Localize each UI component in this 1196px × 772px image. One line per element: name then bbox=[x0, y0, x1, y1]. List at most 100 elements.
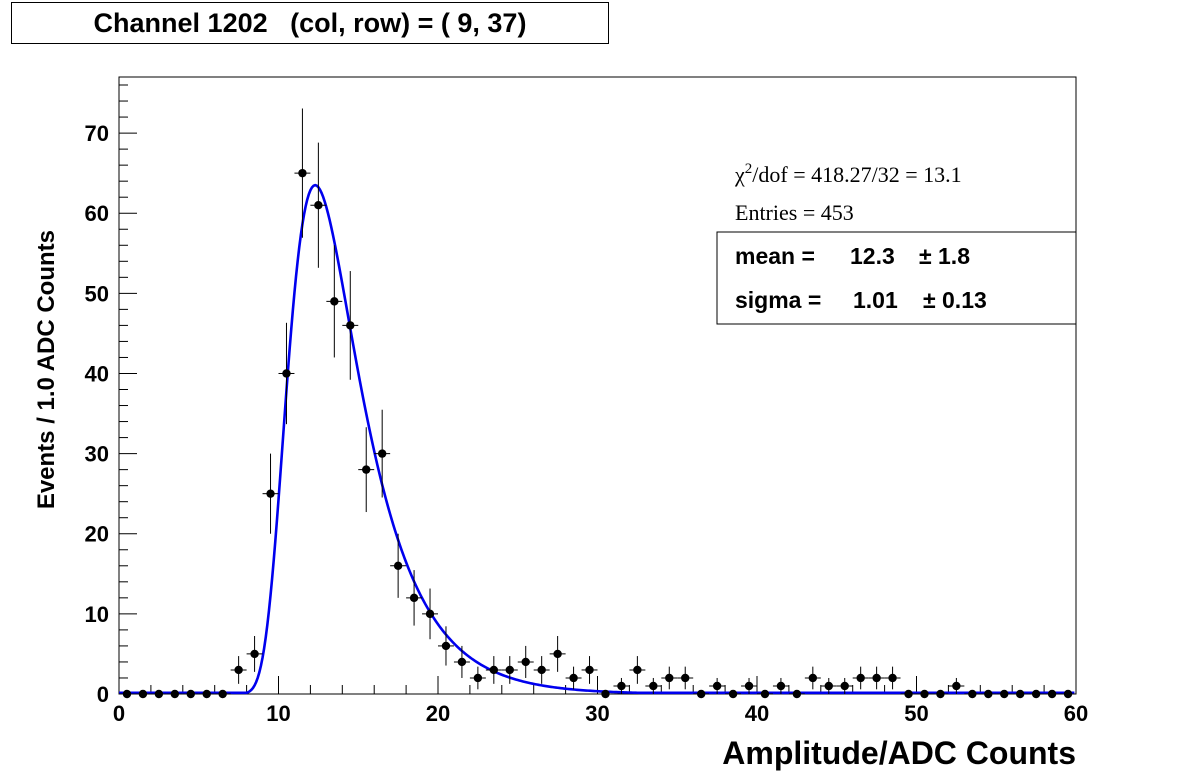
data-point bbox=[645, 677, 662, 694]
data-marker bbox=[984, 689, 993, 699]
x-axis-label: Amplitude/ADC Counts bbox=[722, 735, 1076, 771]
data-point bbox=[533, 656, 550, 684]
x-tick-label: 30 bbox=[585, 701, 609, 726]
data-point bbox=[772, 677, 789, 694]
data-marker bbox=[425, 609, 435, 619]
data-marker bbox=[282, 369, 291, 378]
data-point bbox=[693, 689, 710, 699]
data-marker bbox=[1015, 689, 1025, 699]
data-point bbox=[661, 666, 678, 690]
data-marker bbox=[760, 689, 770, 699]
data-marker bbox=[553, 649, 562, 659]
data-marker bbox=[314, 201, 323, 210]
data-point bbox=[262, 453, 279, 534]
data-marker bbox=[696, 689, 706, 699]
data-marker bbox=[154, 689, 164, 699]
data-point bbox=[1012, 689, 1029, 699]
data-point bbox=[884, 666, 901, 690]
data-marker bbox=[234, 665, 243, 675]
data-marker bbox=[330, 297, 339, 306]
data-point bbox=[198, 689, 215, 699]
y-tick-label: 50 bbox=[85, 281, 109, 306]
data-marker bbox=[298, 168, 307, 178]
data-marker bbox=[250, 649, 259, 659]
data-marker bbox=[362, 465, 371, 474]
data-marker bbox=[776, 681, 786, 691]
data-marker bbox=[808, 673, 818, 683]
data-marker bbox=[457, 657, 467, 667]
fit-results-box bbox=[716, 231, 1077, 325]
data-point bbox=[725, 689, 742, 699]
fit-sigma-label: sigma = bbox=[735, 287, 821, 313]
x-tick-label: 10 bbox=[266, 701, 290, 726]
x-tick-label: 0 bbox=[113, 701, 125, 726]
data-marker bbox=[170, 689, 180, 699]
chart-title-box: Channel 1202 (col, row) = ( 9, 37) bbox=[11, 2, 609, 44]
data-point bbox=[453, 645, 470, 678]
x-tick-label: 50 bbox=[904, 701, 928, 726]
fit-mean-label: mean = bbox=[735, 243, 815, 269]
data-point bbox=[326, 245, 343, 358]
data-point bbox=[677, 666, 694, 690]
data-point bbox=[597, 689, 614, 699]
chart-title-channel: Channel 1202 bbox=[93, 7, 268, 38]
data-point bbox=[374, 409, 391, 498]
data-point bbox=[485, 656, 502, 684]
x-tick-label: 20 bbox=[426, 701, 450, 726]
data-point bbox=[422, 588, 438, 640]
data-marker bbox=[872, 673, 881, 683]
fit-curve-group bbox=[119, 183, 1075, 695]
chart-title-colrow: (col, row) = ( 9, 37) bbox=[290, 7, 527, 38]
data-marker bbox=[377, 449, 387, 458]
data-marker bbox=[569, 673, 578, 683]
data-point bbox=[757, 689, 773, 699]
data-marker bbox=[393, 561, 403, 570]
data-marker bbox=[585, 665, 594, 675]
data-marker bbox=[1031, 689, 1041, 699]
y-axis-label: Events / 1.0 ADC Counts bbox=[33, 230, 60, 509]
data-point bbox=[613, 677, 630, 694]
data-point bbox=[278, 322, 295, 425]
data-point bbox=[629, 656, 646, 684]
data-point bbox=[182, 689, 199, 699]
data-point bbox=[964, 689, 981, 699]
data-marker bbox=[505, 665, 514, 675]
data-point bbox=[166, 689, 183, 699]
data-marker bbox=[346, 321, 355, 330]
y-tick-label: 10 bbox=[85, 602, 109, 627]
y-tick-label: 70 bbox=[85, 121, 109, 146]
data-point bbox=[996, 689, 1013, 699]
data-marker bbox=[441, 641, 451, 651]
data-marker bbox=[840, 681, 849, 691]
data-marker bbox=[824, 681, 833, 691]
data-point bbox=[294, 108, 311, 238]
data-point bbox=[150, 689, 167, 699]
data-marker bbox=[952, 681, 961, 691]
fit-sigma-error: ± 0.13 bbox=[923, 287, 987, 313]
chi2-exponent: 2 bbox=[745, 161, 753, 177]
data-point bbox=[565, 666, 582, 690]
y-tick-label: 60 bbox=[85, 201, 109, 226]
data-marker bbox=[920, 689, 929, 699]
data-point bbox=[788, 689, 805, 699]
entries-stat: Entries = 453 bbox=[735, 200, 854, 225]
data-point bbox=[342, 271, 359, 380]
data-point bbox=[469, 666, 486, 690]
data-marker bbox=[681, 673, 690, 683]
x-tick-label: 60 bbox=[1064, 701, 1088, 726]
data-point bbox=[517, 645, 534, 678]
chi2-text: /dof = 418.27/32 = 13.1 bbox=[752, 162, 961, 187]
data-point bbox=[900, 689, 917, 699]
y-tick-label: 30 bbox=[85, 442, 109, 467]
data-marker bbox=[712, 681, 722, 691]
data-point bbox=[581, 656, 598, 684]
fit-mean-value: 12.3 bbox=[850, 243, 895, 269]
data-marker bbox=[489, 665, 499, 675]
data-point bbox=[836, 677, 853, 694]
data-point bbox=[804, 666, 821, 690]
data-point bbox=[438, 626, 454, 666]
data-marker bbox=[409, 593, 419, 603]
chi2-symbol: χ bbox=[734, 162, 745, 187]
y-tick-label: 40 bbox=[85, 361, 109, 386]
data-point bbox=[246, 636, 263, 672]
